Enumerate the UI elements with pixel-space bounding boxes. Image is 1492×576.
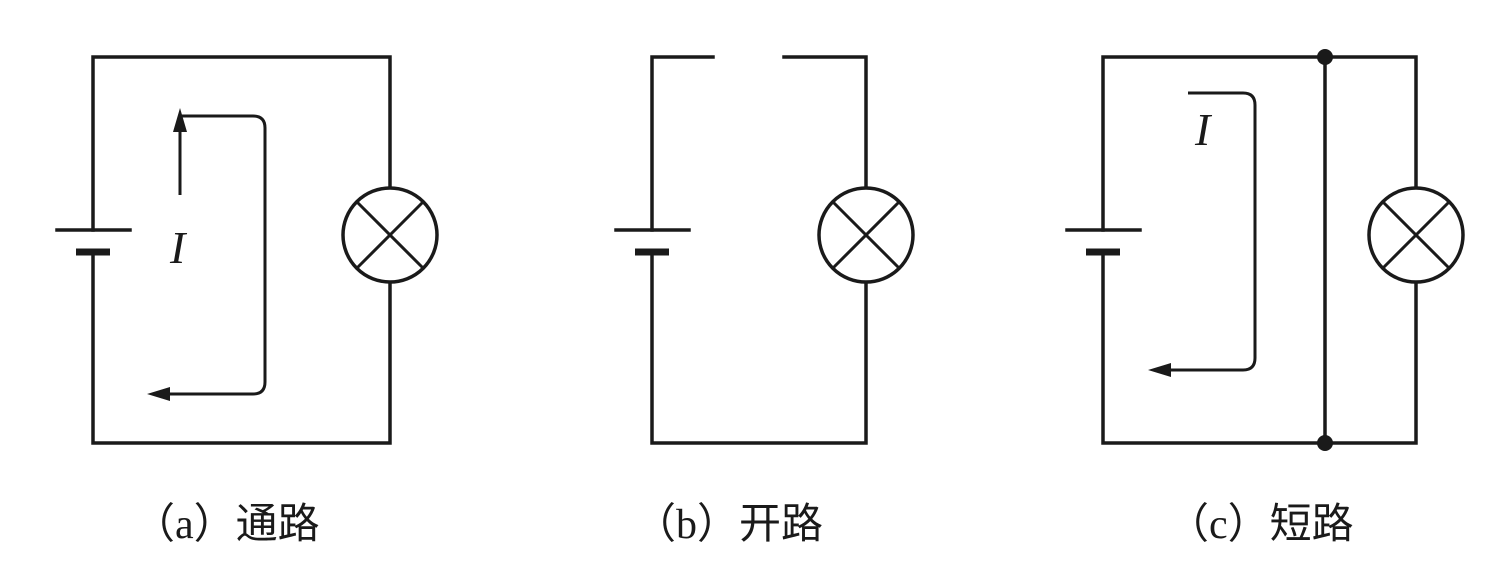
battery-icon — [614, 228, 691, 256]
diagram-closed-circuit: I （a）通路 — [55, 55, 439, 548]
junction-dot — [1317, 435, 1333, 451]
diagram-short-circuit: I （c）短路 — [1065, 49, 1465, 548]
current-arrow — [1148, 91, 1257, 377]
lamp-icon — [341, 186, 439, 284]
lamp-icon — [1367, 186, 1465, 284]
junction-dot — [1317, 49, 1333, 65]
current-arrow — [147, 108, 267, 401]
lamp-icon — [817, 186, 915, 284]
current-label: I — [1194, 104, 1213, 155]
circuit-wire — [650, 55, 868, 445]
circuit-wire — [1101, 55, 1418, 445]
diagram-open-circuit: （b）开路 — [614, 55, 915, 548]
diagram-caption: （b）开路 — [634, 502, 823, 548]
diagram-caption: （c）短路 — [1167, 502, 1354, 548]
diagram-caption: （a）通路 — [133, 502, 320, 548]
battery-icon — [1065, 228, 1142, 256]
battery-icon — [55, 228, 132, 256]
circuit-wire — [91, 55, 392, 445]
current-label: I — [169, 222, 188, 273]
